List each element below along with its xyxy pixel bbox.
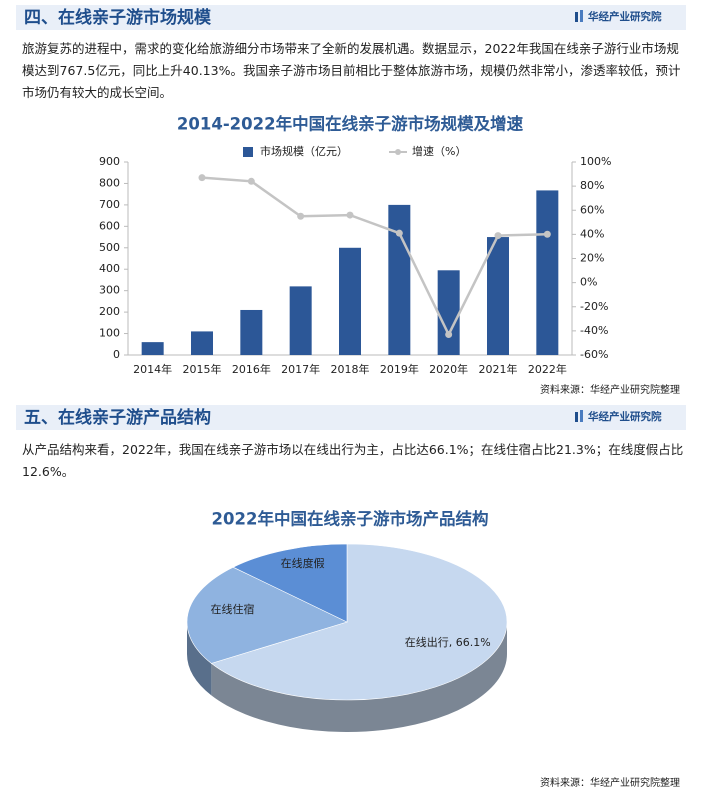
line-point [395, 229, 403, 237]
y2-tick-label: 20% [580, 252, 604, 265]
bar [240, 309, 263, 355]
line-point [543, 230, 551, 238]
y-tick-label: 200 [99, 305, 120, 318]
y2-tick-label: -60% [580, 348, 608, 361]
pie-slice [232, 543, 348, 623]
section-header-bg [16, 405, 686, 430]
bar [536, 190, 559, 355]
line-point [346, 211, 354, 219]
y-tick-label: 0 [113, 348, 120, 361]
y2-tick-label: -20% [580, 300, 608, 313]
bar [339, 247, 361, 355]
y2-tick-label: 40% [580, 227, 604, 240]
source-note: 资料来源：华经产业研究院整理 [540, 383, 680, 396]
slice-label: 在线出行, 66.1% [405, 635, 491, 649]
line-point [247, 177, 255, 185]
y-tick-label: 300 [99, 284, 120, 297]
x-tick-label: 2014年 [133, 362, 172, 376]
legend-label: 市场规模（亿元） [260, 144, 348, 158]
line-point [445, 330, 453, 338]
slice-label: 在线度假 [281, 556, 325, 570]
chart-title: 2014-2022年中国在线亲子游市场规模及增速 [177, 114, 524, 134]
paragraph: 从产品结构来看，2022年，我国在线亲子游市场以在线出行为主，占比达66.1%；… [22, 442, 684, 479]
brand-name: 华经产业研究院 [588, 10, 662, 23]
x-tick-label: 2017年 [281, 362, 320, 376]
y-tick-label: 800 [99, 176, 120, 189]
bar [437, 270, 460, 355]
pie-chart: 在线出行, 66.1% 在线住宿 在线度假 [186, 543, 508, 732]
x-tick-label: 2022年 [528, 362, 567, 376]
source-note: 资料来源：华经产业研究院整理 [540, 776, 680, 789]
y-tick-label: 100 [99, 327, 120, 340]
section-heading: 五、在线亲子游产品结构 [24, 407, 211, 428]
pie-slice [186, 566, 348, 664]
line-point [297, 212, 305, 220]
chart-title: 2022年中国在线亲子游市场产品结构 [212, 509, 489, 529]
y2-tick-label: 0% [580, 276, 597, 289]
bar [388, 204, 411, 355]
y-tick-label: 500 [99, 241, 120, 254]
bar [141, 342, 164, 355]
bar [191, 331, 213, 355]
bar-line-chart: 0 100 200 300 400 500 600 700 800 900 -60% -40% -20%… [99, 144, 611, 376]
line-point [198, 174, 206, 182]
legend-label: 增速（%） [412, 144, 466, 158]
pie-side [211, 622, 508, 732]
y-tick-label: 400 [99, 262, 120, 275]
y2-tick-label: 60% [580, 203, 604, 216]
bar [487, 237, 509, 355]
brand-logo: 华经产业研究院 [575, 10, 662, 23]
pie-side [187, 622, 212, 696]
pie-slice [210, 543, 508, 701]
x-tick-label: 2019年 [380, 362, 419, 376]
y2-tick-label: 100% [580, 155, 611, 168]
x-tick-label: 2015年 [183, 362, 222, 376]
y-tick-label: 600 [99, 219, 120, 232]
y2-tick-label: 80% [580, 179, 604, 192]
brand-logo: 华经产业研究院 [575, 410, 662, 423]
section-heading: 四、在线亲子游市场规模 [24, 7, 212, 28]
brand-name: 华经产业研究院 [588, 410, 662, 423]
y-tick-label: 900 [99, 155, 120, 168]
line-point [494, 232, 502, 240]
slice-label: 在线住宿 [210, 602, 254, 616]
section-header-bg [16, 5, 686, 30]
legend-swatch [395, 149, 401, 155]
x-tick-label: 2016年 [232, 362, 271, 376]
bar [289, 286, 312, 355]
x-tick-label: 2021年 [479, 362, 518, 376]
growth-line [201, 176, 548, 338]
x-tick-label: 2020年 [429, 362, 468, 376]
x-tick-label: 2018年 [331, 362, 370, 376]
paragraph: 旅游复苏的进程中，需求的变化给旅游细分市场带来了全新的发展机遇。数据显示，202… [22, 41, 681, 100]
legend-swatch [243, 147, 253, 157]
y-tick-label: 700 [99, 198, 120, 211]
y2-tick-label: -40% [580, 324, 608, 337]
